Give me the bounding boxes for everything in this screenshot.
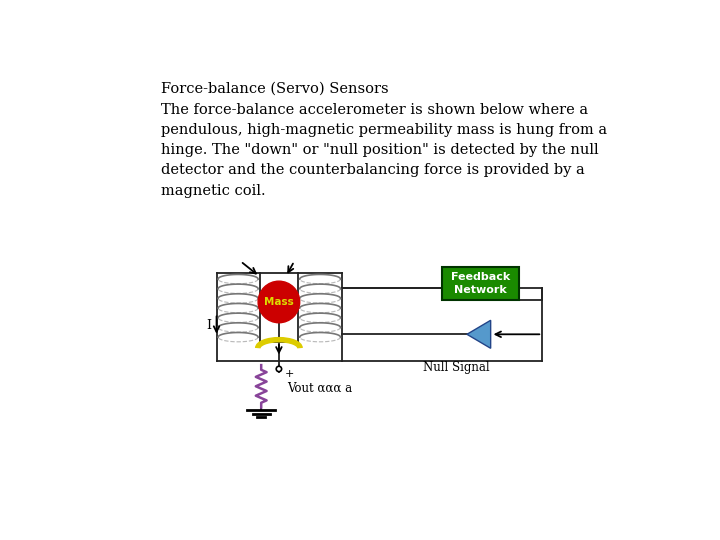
Text: Mass: Mass — [264, 297, 294, 307]
Text: Feedback
Network: Feedback Network — [451, 272, 510, 295]
Text: Vout ααα a: Vout ααα a — [287, 382, 352, 395]
Circle shape — [258, 281, 300, 323]
FancyBboxPatch shape — [442, 267, 519, 300]
Text: +: + — [285, 369, 294, 379]
Circle shape — [276, 366, 282, 372]
Text: I: I — [206, 319, 211, 332]
Text: Force-balance (Servo) Sensors: Force-balance (Servo) Sensors — [161, 82, 389, 96]
Polygon shape — [467, 320, 490, 348]
Text: Null Signal: Null Signal — [423, 361, 490, 374]
Text: The force-balance accelerometer is shown below where a
pendulous, high-magnetic : The force-balance accelerometer is shown… — [161, 103, 607, 198]
